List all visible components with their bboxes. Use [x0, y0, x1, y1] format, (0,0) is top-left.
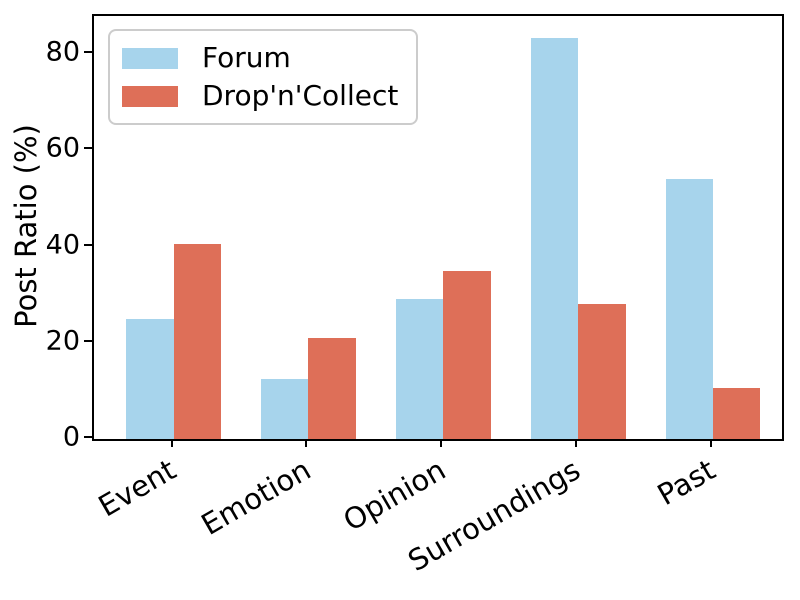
dropncollect-color-swatch — [122, 85, 178, 107]
legend-label-dropncollect: Drop'n'Collect — [202, 79, 399, 112]
forum-color-swatch — [122, 47, 178, 69]
xtick-mark — [170, 439, 173, 447]
legend-item-dropncollect: Drop'n'Collect — [122, 78, 398, 114]
ytick-mark — [84, 243, 92, 246]
ytick-label-20: 20 — [45, 325, 80, 357]
xtick-mark — [575, 439, 578, 447]
xtick-mark — [710, 439, 713, 447]
ytick-mark — [84, 51, 92, 54]
bar-forum-surroundings — [531, 38, 579, 439]
bar-dropncollect-surroundings — [578, 304, 626, 439]
bar-dropncollect-emotion — [308, 337, 356, 439]
legend-label-forum: Forum — [202, 41, 291, 74]
ytick-label-80: 80 — [45, 36, 80, 68]
xtick-mark — [305, 439, 308, 447]
bar-forum-past — [665, 179, 714, 439]
plot-area — [92, 14, 784, 441]
xtick-label-opinion: Opinion — [337, 452, 451, 538]
bar-dropncollect-opinion — [443, 270, 491, 439]
xtick-label-past: Past — [651, 452, 721, 513]
bar-forum-event — [126, 318, 174, 439]
ytick-label-0: 0 — [62, 421, 80, 453]
ytick-mark — [84, 436, 92, 438]
legend-item-forum: Forum — [122, 40, 398, 76]
legend: Forum Drop'n'Collect — [108, 29, 419, 125]
ytick-mark — [84, 147, 92, 150]
bar-dropncollect-event — [173, 244, 221, 439]
ytick-mark — [84, 339, 92, 342]
bar-dropncollect-past — [713, 388, 761, 439]
xtick-mark — [440, 439, 443, 447]
ytick-label-40: 40 — [45, 229, 80, 260]
ytick-label-60: 60 — [45, 132, 80, 164]
bar-forum-emotion — [261, 378, 309, 439]
xtick-label-event: Event — [92, 452, 182, 524]
bar-forum-opinion — [396, 299, 444, 439]
xtick-label-emotion: Emotion — [195, 452, 316, 542]
